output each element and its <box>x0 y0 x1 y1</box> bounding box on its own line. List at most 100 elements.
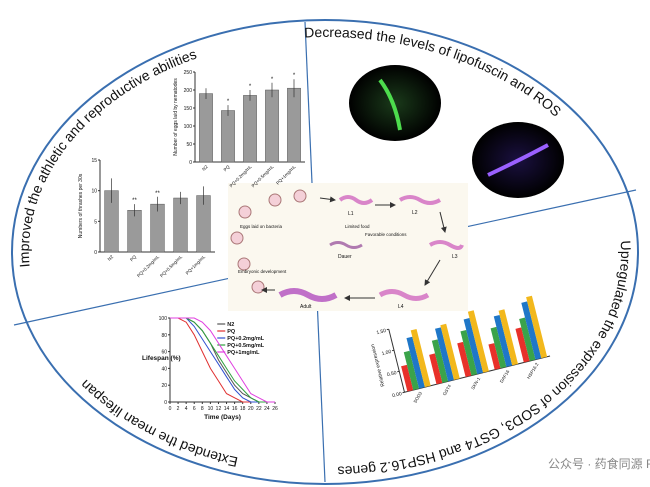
x-tick-label: N2 <box>107 254 115 262</box>
y-tick-label: 80 <box>161 333 167 339</box>
x-tick-label: 0 <box>169 406 172 412</box>
x-tick-label: 26 <box>272 406 278 412</box>
lifecycle-note: Eggs laid on bacteria <box>240 224 283 229</box>
bar <box>493 314 513 367</box>
bar <box>243 95 257 163</box>
x-tick-label: 8 <box>201 406 204 412</box>
worm-purple <box>487 143 549 177</box>
y-tick-label: 150 <box>184 106 193 112</box>
bar <box>406 336 425 389</box>
legend-label: PQ+0.5mg/mL <box>227 343 264 349</box>
stage-label: L1 <box>348 211 354 217</box>
y-tick-label: 0 <box>164 400 167 406</box>
y-tick-label: 250 <box>184 70 193 76</box>
lifecycle <box>230 189 464 302</box>
legend-label: PQ+1mg/mL <box>227 350 260 356</box>
x-tick-label: DAF16 <box>499 369 511 384</box>
fluorescence-image <box>349 65 441 141</box>
x-tick-label: HSP16.2 <box>526 361 540 379</box>
significance: * <box>293 73 296 79</box>
bar <box>401 364 414 392</box>
y-tick-label: 100 <box>159 316 168 322</box>
lifecycle-note: Limited food <box>345 224 370 229</box>
x-tick-label: 6 <box>193 406 196 412</box>
y-tick-label: 60 <box>161 350 167 356</box>
chart: 0 5 10 15 Numbers of thrashes per 30s N2 PQ ** P… <box>78 158 215 278</box>
x-tick-label: SOD3 <box>412 391 423 405</box>
y-tick-label: 40 <box>161 366 167 372</box>
significance: ** <box>155 191 160 197</box>
bar <box>429 353 443 385</box>
series-line <box>170 317 275 403</box>
y-axis-label: Lifespan (%) <box>142 355 181 362</box>
bar <box>490 326 507 369</box>
x-tick-label: 24 <box>264 406 270 412</box>
x-tick-label: 14 <box>224 406 230 412</box>
section-title-text: Extended the mean lifespan <box>77 377 239 470</box>
significance: ** <box>132 198 137 204</box>
chart: 0 50 100 150 200 250 Number of eggs laid by ne… <box>173 70 305 188</box>
x-tick-label: 22 <box>256 406 262 412</box>
bar <box>498 309 519 366</box>
y-axis-label: Numbers of thrashes per 30s <box>78 173 84 238</box>
bar <box>173 197 188 253</box>
series-line <box>170 317 275 403</box>
series-line <box>170 317 275 403</box>
worm-green <box>378 78 402 131</box>
bar <box>221 110 235 163</box>
stage-label: Adult <box>300 304 312 310</box>
bar <box>199 93 213 163</box>
bar <box>519 317 536 362</box>
x-tick-label: PQ <box>129 254 137 262</box>
bar <box>457 341 472 378</box>
stage-label: L3 <box>452 254 458 260</box>
stage-label: L4 <box>398 304 404 310</box>
bar <box>467 310 489 373</box>
stage-label: L2 <box>412 210 418 216</box>
bar <box>488 343 501 370</box>
y-tick-label: 0.00 <box>392 391 403 399</box>
y-axis-label: Number of eggs laid by nematodes <box>173 78 179 156</box>
bar <box>431 339 449 383</box>
y-tick-label: 100 <box>184 124 193 130</box>
watermark: 公众号 · 药食同源 FMH <box>548 456 650 471</box>
bar <box>526 295 548 359</box>
x-axis-label: Time (Days) <box>204 414 241 421</box>
x-tick-label: 4 <box>185 406 188 412</box>
x-tick-label: PQ+1mg/mL <box>185 254 207 276</box>
y-axis <box>388 329 405 393</box>
x-tick-label: SKN-1 <box>470 376 481 390</box>
x-tick-label: 12 <box>216 406 222 412</box>
legend-label: N2 <box>227 322 234 328</box>
y-tick-label: 1.50 <box>376 328 387 336</box>
x-tick-label: 16 <box>232 406 238 412</box>
y-tick-label: 20 <box>161 383 167 389</box>
bar <box>265 89 279 163</box>
significance: * <box>249 84 252 90</box>
lifecycle-note: Favorable conditions <box>365 232 407 237</box>
bar <box>463 317 484 375</box>
y-tick-label: 1.00 <box>381 349 392 357</box>
bar <box>440 323 460 380</box>
bar <box>521 301 542 360</box>
y-tick-label: 50 <box>186 142 192 148</box>
bar <box>515 327 530 363</box>
x-tick-label: PQ <box>223 164 231 172</box>
significance: * <box>227 99 230 105</box>
bar <box>460 329 478 376</box>
y-tick-label: 0 <box>94 250 97 256</box>
section-title: Extended the mean lifespan <box>77 377 239 470</box>
x-tick-label: PQ+0.5mg/mL <box>159 254 183 278</box>
x-tick-label: N2 <box>201 164 209 172</box>
y-tick-label: 0.50 <box>386 370 397 378</box>
outer-ring <box>11 19 639 485</box>
y-tick-label: 0 <box>189 160 192 166</box>
bar <box>435 327 454 382</box>
bar <box>127 210 142 253</box>
bar <box>287 87 301 163</box>
x-tick-label: 2 <box>177 406 180 412</box>
